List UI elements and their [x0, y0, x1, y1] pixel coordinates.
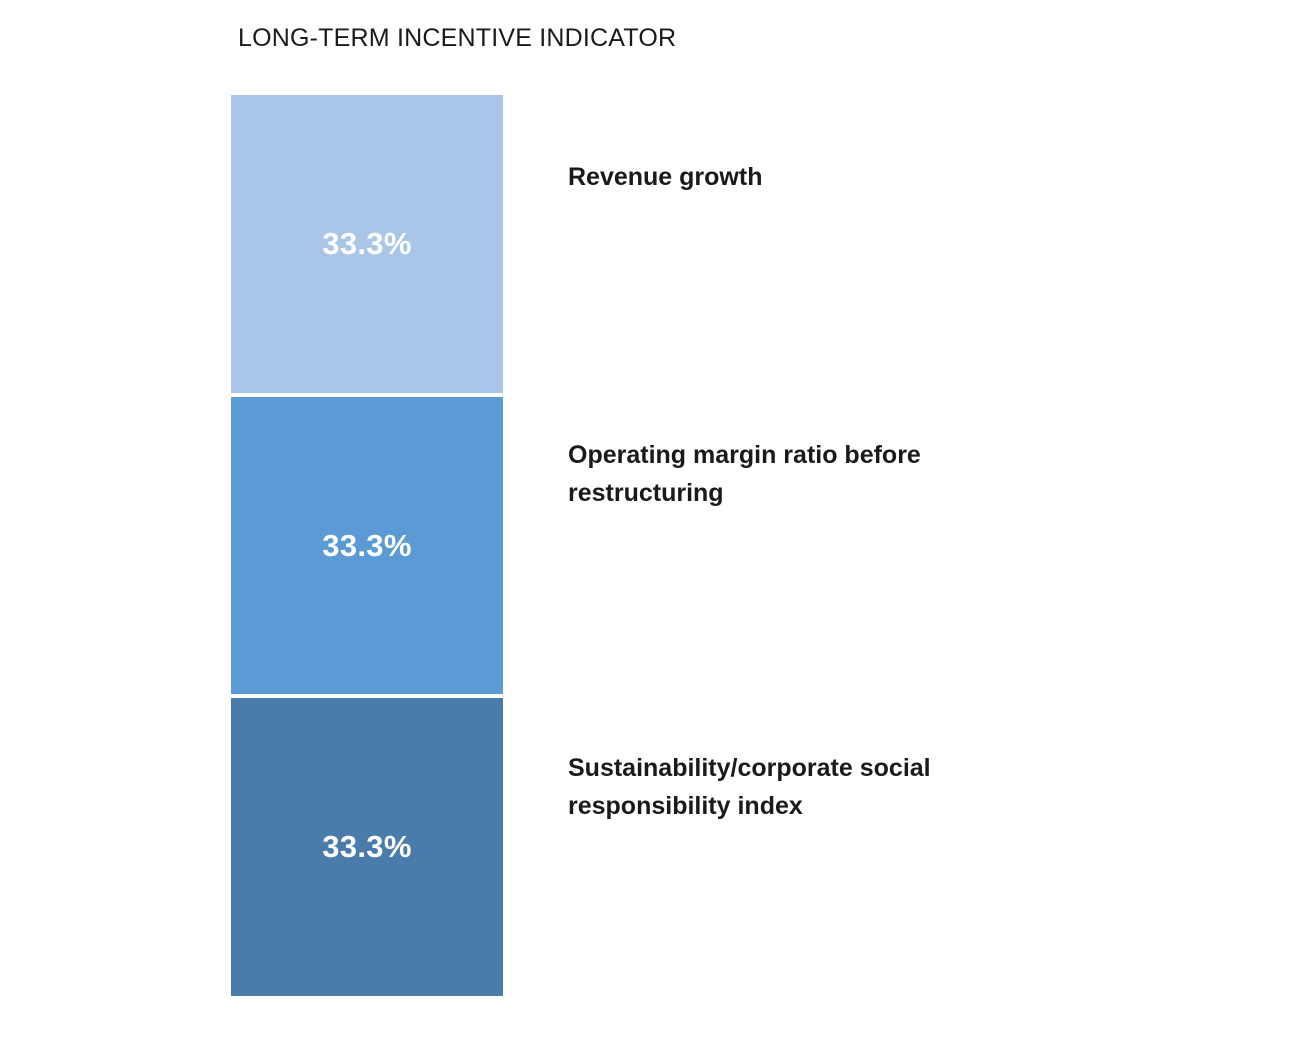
bar-segment-sustainability-index: 33.3% [231, 698, 503, 997]
category-label-sustainability-index: Sustainability/corporate social responsi… [568, 754, 931, 820]
bar-segment-revenue-growth: 33.3% [231, 95, 503, 393]
stacked-bar: 33.3% 33.3% 33.3% [231, 95, 503, 997]
segment-value-label: 33.3% [322, 527, 412, 563]
chart-title: LONG-TERM INCENTIVE INDICATOR [238, 24, 677, 52]
bar-segment-operating-margin: 33.3% [231, 396, 503, 695]
segment-value-label: 33.3% [322, 829, 412, 865]
category-label-operating-margin: Operating margin ratio before restructur… [568, 441, 921, 507]
category-label-revenue-growth: Revenue growth [568, 163, 763, 191]
segment-value-label: 33.3% [322, 225, 412, 261]
